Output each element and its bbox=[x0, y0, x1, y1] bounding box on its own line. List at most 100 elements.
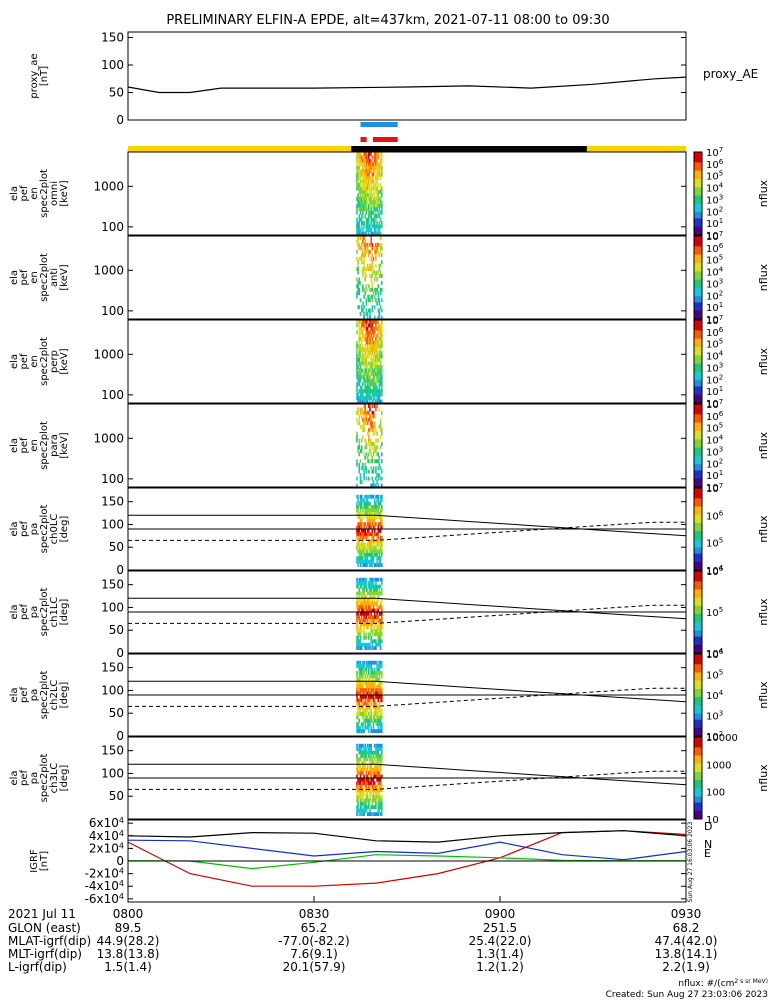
heatmap-cell bbox=[369, 421, 371, 426]
heatmap-cell bbox=[365, 750, 368, 755]
heatmap-cell bbox=[357, 260, 359, 265]
colorbar-segment bbox=[694, 638, 702, 642]
heatmap-cell bbox=[378, 642, 381, 647]
heatmap-cell bbox=[372, 442, 375, 446]
y-tick-label: 100 bbox=[101, 683, 124, 697]
colorbar-segment bbox=[694, 778, 702, 781]
y-axis-label: ch2LC bbox=[49, 680, 60, 711]
y-axis-label: ela bbox=[9, 770, 20, 785]
heatmap-cell bbox=[356, 501, 358, 506]
heatmap-cell bbox=[365, 615, 368, 620]
heatmap-cell bbox=[356, 795, 358, 799]
heatmap-cell bbox=[371, 326, 374, 331]
heatmap-cell bbox=[368, 722, 370, 727]
heatmap-cell bbox=[360, 358, 363, 362]
heatmap-cell bbox=[370, 183, 372, 187]
heatmap-cell bbox=[369, 249, 371, 254]
heatmap-cell bbox=[364, 805, 366, 810]
heatmap-cell bbox=[376, 399, 378, 404]
heatmap-cell bbox=[373, 639, 376, 644]
heatmap-cell bbox=[366, 365, 369, 369]
heatmap-cell bbox=[359, 511, 362, 516]
heatmap-cell bbox=[377, 399, 380, 404]
y-axis-label: pef bbox=[19, 269, 30, 286]
heatmap-cell bbox=[375, 190, 377, 194]
heatmap-cell bbox=[373, 515, 376, 520]
heatmap-cell bbox=[358, 207, 361, 212]
heatmap-cell bbox=[362, 287, 364, 292]
heatmap-cell bbox=[370, 389, 372, 394]
heatmap-cell bbox=[356, 284, 358, 289]
heatmap-cell bbox=[364, 522, 366, 526]
x-tick-label: 0800 bbox=[113, 907, 144, 921]
y-tick-label: -6x104 bbox=[85, 891, 124, 906]
heatmap-cell bbox=[379, 691, 382, 696]
heatmap-cell bbox=[363, 691, 365, 696]
heatmap-cell bbox=[370, 778, 372, 782]
heatmap-cell bbox=[365, 476, 368, 481]
colorbar-tick-label: 101 bbox=[706, 217, 723, 230]
heatmap-cell bbox=[362, 396, 364, 400]
heatmap-cell bbox=[369, 214, 371, 219]
colorbar-segment bbox=[694, 404, 702, 407]
heatmap-cell bbox=[356, 698, 358, 703]
heatmap-cell bbox=[366, 326, 369, 331]
heatmap-cell bbox=[371, 511, 374, 516]
heatmap-cell bbox=[366, 221, 369, 226]
heatmap-cell bbox=[377, 677, 380, 682]
y-tick-label: 100 bbox=[101, 600, 124, 614]
heatmap-cell bbox=[360, 729, 363, 733]
heatmap-cell bbox=[377, 203, 380, 208]
heatmap-cell bbox=[369, 438, 371, 443]
heatmap-cell bbox=[364, 757, 366, 762]
heatmap-cell bbox=[368, 581, 370, 586]
heatmap-cell bbox=[358, 660, 361, 665]
heatmap-cell bbox=[377, 165, 380, 170]
heatmap-cell bbox=[369, 705, 371, 710]
heatmap-cell bbox=[357, 378, 359, 383]
heatmap-cell bbox=[359, 169, 362, 174]
heatmap-cell bbox=[359, 771, 362, 775]
colorbar-segment bbox=[694, 250, 702, 254]
heatmap-cell bbox=[366, 340, 369, 345]
heatmap-cell bbox=[360, 529, 363, 533]
heatmap-cell bbox=[356, 217, 358, 222]
heatmap-cell bbox=[379, 767, 382, 772]
heatmap-cell bbox=[360, 155, 363, 160]
heatmap-cell bbox=[376, 459, 378, 464]
heatmap-cell bbox=[362, 358, 364, 362]
heatmap-cell bbox=[373, 715, 376, 720]
heatmap-cell bbox=[357, 371, 359, 376]
heatmap-cell bbox=[366, 778, 369, 782]
heatmap-cell bbox=[365, 598, 368, 603]
colorbar-segment bbox=[694, 172, 702, 176]
heatmap-cell bbox=[358, 378, 361, 383]
heatmap-cell bbox=[360, 231, 363, 236]
heatmap-cell bbox=[364, 581, 366, 586]
heatmap-cell bbox=[372, 549, 375, 554]
heatmap-cell bbox=[368, 371, 370, 376]
heatmap-cell bbox=[365, 410, 368, 415]
colorbar-segment bbox=[694, 747, 702, 750]
heatmap-cell bbox=[379, 729, 382, 733]
colorbar-segment bbox=[694, 176, 702, 180]
heatmap-cell bbox=[356, 671, 358, 675]
heatmap-cell bbox=[370, 326, 372, 331]
heatmap-cell bbox=[377, 344, 380, 349]
heatmap-cell bbox=[375, 615, 377, 620]
heatmap-cell bbox=[356, 183, 358, 187]
heatmap-cell bbox=[372, 671, 375, 675]
heatmap-cell bbox=[372, 639, 375, 644]
heatmap-cell bbox=[366, 725, 369, 730]
heatmap-cell bbox=[370, 681, 372, 686]
heatmap-cell bbox=[363, 224, 365, 229]
heatmap-cell bbox=[381, 698, 383, 703]
heatmap-cell bbox=[373, 612, 376, 616]
colorbar-segment bbox=[694, 342, 702, 346]
heatmap-cell bbox=[378, 231, 381, 236]
heatmap-cell bbox=[360, 664, 363, 669]
heatmap-cell bbox=[371, 535, 374, 540]
heatmap-cell bbox=[360, 221, 363, 226]
heatmap-cell bbox=[359, 646, 362, 650]
